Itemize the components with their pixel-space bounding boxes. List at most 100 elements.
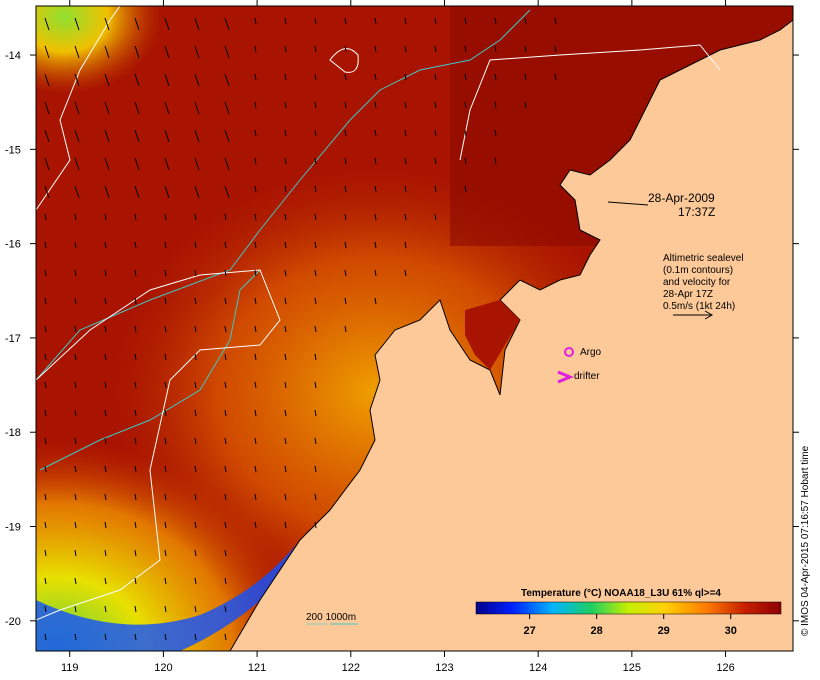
velocity-arrow xyxy=(44,493,47,501)
inlet xyxy=(465,300,520,370)
velocity-arrow xyxy=(314,437,317,445)
velocity-arrow xyxy=(254,17,257,25)
velocity-arrow xyxy=(404,269,407,277)
velocity-arrow xyxy=(314,45,317,53)
velocity-arrow xyxy=(404,17,407,25)
velocity-arrow xyxy=(314,521,317,529)
velocity-arrow xyxy=(44,633,47,641)
velocity-arrow xyxy=(224,381,227,389)
velocity-arrow xyxy=(104,45,110,59)
velocity-arrow xyxy=(374,17,377,25)
velocity-arrow xyxy=(134,297,137,305)
velocity-arrow xyxy=(254,465,257,473)
velocity-arrow xyxy=(254,45,257,53)
velocity-arrow xyxy=(194,129,200,143)
velocity-arrow xyxy=(194,241,197,249)
velocity-arrow xyxy=(254,129,257,137)
colorbar xyxy=(475,601,782,615)
velocity-arrow xyxy=(374,213,377,221)
velocity-arrow xyxy=(74,353,77,361)
velocity-arrow xyxy=(224,185,230,199)
lon-axis: 119 120 121 122 123 124 125 126 xyxy=(61,0,735,674)
velocity-arrow xyxy=(374,73,377,81)
lon-tick-label: 122 xyxy=(342,662,360,674)
colorbar-tick-label: 29 xyxy=(658,625,670,637)
velocity-arrow xyxy=(104,325,107,333)
velocity-arrow xyxy=(224,101,230,115)
velocity-arrow xyxy=(554,73,557,81)
velocity-arrow xyxy=(44,73,50,87)
velocity-arrow xyxy=(74,521,77,529)
velocity-arrow xyxy=(344,45,347,53)
velocity-arrow xyxy=(164,213,167,221)
velocity-arrow xyxy=(74,325,77,333)
lat-tick-label: -20 xyxy=(5,616,21,628)
velocity-arrow xyxy=(494,157,497,165)
drifter-marker xyxy=(557,370,574,384)
velocity-arrow xyxy=(434,129,437,137)
lon-tick-label: 120 xyxy=(154,662,172,674)
velocity-arrow xyxy=(344,73,347,81)
velocity-arrow xyxy=(254,297,257,305)
velocity-arrow xyxy=(164,409,167,417)
velocity-arrow xyxy=(134,381,137,389)
velocity-arrow xyxy=(524,17,527,25)
velocity-arrow xyxy=(104,493,107,501)
velocity-arrow xyxy=(194,213,197,221)
velocity-arrow xyxy=(224,521,227,529)
velocity-arrow xyxy=(194,353,197,361)
velocity-arrow xyxy=(374,45,377,53)
velocity-arrow xyxy=(224,17,230,31)
velocity-arrow xyxy=(224,269,227,277)
velocity-arrow xyxy=(254,353,257,361)
velocity-arrow xyxy=(134,493,137,501)
velocity-arrow xyxy=(194,381,197,389)
lat-tick-label: -14 xyxy=(5,50,21,62)
velocity-arrow xyxy=(134,465,137,473)
velocity-arrow xyxy=(194,157,200,171)
isobath-line xyxy=(36,9,531,381)
velocity-arrow xyxy=(134,353,137,361)
velocity-arrow xyxy=(134,269,137,277)
velocity-arrow xyxy=(74,493,77,501)
velocity-arrow xyxy=(44,409,47,417)
velocity-arrow xyxy=(104,73,110,87)
credit-text: © IMOS 04-Apr-2015 07:16:57 Hobart time xyxy=(800,445,811,636)
velocity-arrow xyxy=(344,241,347,249)
velocity-arrow xyxy=(164,521,167,529)
velocity-arrow xyxy=(194,633,197,641)
velocity-arrow xyxy=(44,381,47,389)
velocity-arrow xyxy=(314,269,317,277)
velocity-arrow xyxy=(224,213,227,221)
velocity-arrow xyxy=(224,157,230,171)
velocity-arrow xyxy=(254,269,257,277)
velocity-arrow xyxy=(104,577,107,585)
velocity-arrow xyxy=(314,241,317,249)
velocity-arrow xyxy=(224,325,227,333)
velocity-arrow xyxy=(284,381,287,389)
velocity-arrow xyxy=(134,73,140,87)
velocity-arrow xyxy=(194,605,197,613)
velocity-arrow xyxy=(74,241,77,249)
velocity-arrow xyxy=(44,157,50,171)
velocity-arrow xyxy=(434,73,437,81)
velocity-arrow xyxy=(104,297,107,305)
velocity-arrow xyxy=(284,101,287,109)
velocity-arrow xyxy=(104,213,107,221)
altimetry-note: Altimetric sealevel (0.1m contours) and … xyxy=(663,253,744,312)
velocity-arrow xyxy=(164,269,167,277)
velocity-arrow xyxy=(194,101,200,115)
velocity-arrow xyxy=(104,241,107,249)
velocity-arrow xyxy=(104,381,107,389)
velocity-arrow xyxy=(224,493,227,501)
velocity-arrow xyxy=(44,185,50,199)
velocity-arrow xyxy=(374,101,377,109)
velocity-arrow xyxy=(194,73,200,87)
velocity-arrow xyxy=(44,465,47,473)
lat-axis: -14 -15 -16 -17 -18 -19 -20 xyxy=(5,50,799,628)
velocity-arrow xyxy=(464,101,467,109)
velocity-arrow xyxy=(194,521,197,529)
velocity-arrow xyxy=(164,465,167,473)
velocity-arrow xyxy=(134,549,137,557)
